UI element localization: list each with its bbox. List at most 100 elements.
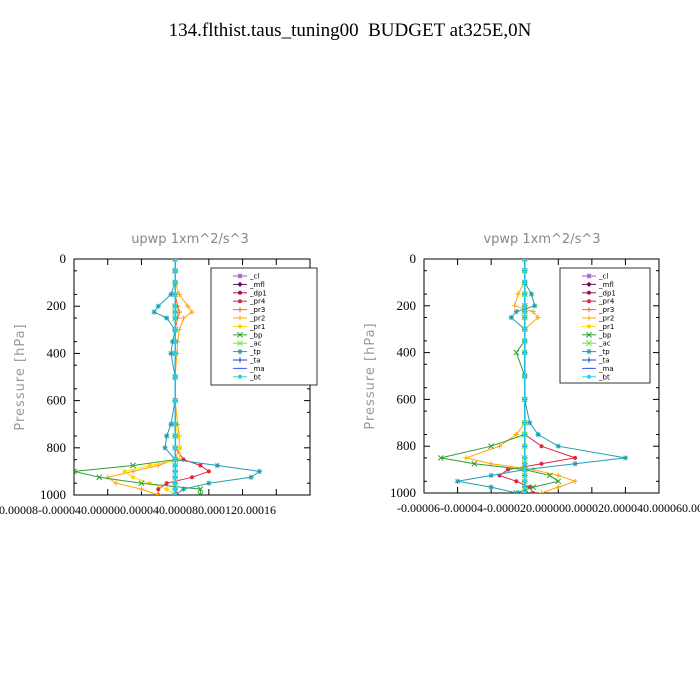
data-point bbox=[514, 479, 519, 484]
page-title: 134.flthist.taus_tuning00 BUDGET at325E,… bbox=[168, 20, 532, 41]
data-point bbox=[173, 457, 178, 462]
data-point bbox=[471, 460, 478, 467]
data-point bbox=[214, 462, 220, 469]
x-tick-labels: -0.00006-0.00004-0.000020.000000.000020.… bbox=[397, 501, 700, 515]
data-point bbox=[522, 397, 527, 402]
legend-label: _ma bbox=[598, 365, 614, 373]
legend-marker bbox=[238, 374, 242, 379]
data-point bbox=[173, 469, 178, 474]
data-point bbox=[546, 472, 553, 479]
panel-title: vpwp 1xm^2/s^3 bbox=[483, 232, 600, 247]
data-point bbox=[522, 338, 527, 343]
y-tick-label: 800 bbox=[47, 440, 67, 455]
legend-marker bbox=[237, 331, 243, 338]
y-tick-label: 1000 bbox=[40, 487, 66, 502]
legend-marker bbox=[586, 281, 592, 287]
legend-marker bbox=[237, 349, 243, 355]
legend-item: _bp bbox=[582, 331, 612, 339]
legend-label: _pr2 bbox=[598, 315, 614, 323]
data-point bbox=[512, 303, 518, 309]
legend-label: _pr2 bbox=[249, 315, 265, 323]
data-point bbox=[522, 491, 527, 493]
y-tick-label: 600 bbox=[397, 391, 417, 406]
data-point bbox=[173, 351, 178, 356]
legend-marker bbox=[237, 273, 243, 279]
data-point bbox=[555, 472, 561, 479]
data-point bbox=[248, 474, 254, 480]
legend-item: _bt bbox=[233, 373, 261, 381]
legend-label: _ac bbox=[249, 340, 262, 348]
data-point bbox=[122, 469, 127, 474]
data-point bbox=[513, 490, 519, 493]
data-point bbox=[528, 291, 535, 297]
data-point bbox=[535, 314, 541, 321]
legend-item: _tp bbox=[233, 348, 261, 356]
data-point bbox=[532, 303, 538, 309]
y-axis-label: Pressure [hPa] bbox=[13, 323, 28, 430]
panel-title: upwp 1xm^2/s^3 bbox=[131, 232, 249, 247]
data-point bbox=[164, 315, 170, 321]
data-point bbox=[176, 434, 181, 438]
data-point bbox=[164, 481, 169, 486]
legend-marker bbox=[238, 299, 242, 304]
legend-item: _dp1 bbox=[233, 289, 267, 297]
data-point bbox=[521, 490, 528, 493]
legend-item: _bp bbox=[233, 331, 263, 339]
legend-label: _pr1 bbox=[249, 323, 265, 331]
legend-item: _tp bbox=[582, 348, 610, 356]
legend-label: _dp1 bbox=[598, 289, 616, 297]
legend-marker bbox=[237, 307, 243, 313]
legend-marker bbox=[586, 315, 592, 321]
data-point bbox=[539, 444, 544, 449]
data-point bbox=[488, 484, 494, 490]
data-point bbox=[573, 455, 578, 460]
data-point bbox=[197, 486, 204, 493]
data-point bbox=[522, 467, 527, 472]
data-point bbox=[173, 327, 178, 332]
plot-area bbox=[74, 259, 263, 495]
data-point bbox=[437, 454, 444, 461]
data-point bbox=[180, 486, 187, 492]
data-point bbox=[138, 480, 145, 487]
legend-label: _tp bbox=[598, 348, 610, 356]
data-point bbox=[173, 259, 178, 261]
legend-label: _ma bbox=[249, 365, 265, 373]
data-point bbox=[155, 492, 161, 495]
y-tick-label: 0 bbox=[60, 251, 67, 266]
series-bp bbox=[437, 259, 562, 493]
data-point bbox=[530, 484, 537, 491]
legend-marker bbox=[586, 340, 592, 347]
series-line bbox=[440, 259, 560, 493]
data-point bbox=[173, 304, 178, 309]
data-point bbox=[522, 485, 527, 490]
data-point bbox=[131, 475, 135, 480]
legend-item: _pr3 bbox=[233, 306, 265, 314]
data-point bbox=[622, 455, 629, 461]
data-point bbox=[173, 487, 178, 492]
data-point bbox=[535, 431, 541, 438]
data-point bbox=[162, 445, 168, 451]
legend-item: _mfl bbox=[582, 281, 614, 289]
legend-item: _cl bbox=[582, 273, 608, 281]
y-tick-label: 200 bbox=[397, 298, 417, 313]
legend-marker bbox=[237, 357, 243, 363]
data-point bbox=[168, 291, 174, 297]
legend-label: _pr4 bbox=[598, 298, 615, 306]
legend-marker bbox=[587, 324, 591, 329]
legend-label: _cl bbox=[249, 273, 259, 281]
data-point bbox=[173, 445, 178, 450]
data-point bbox=[522, 292, 527, 297]
series-bt bbox=[522, 259, 527, 493]
data-point bbox=[522, 315, 527, 320]
y-tick-label: 0 bbox=[410, 251, 417, 266]
data-point bbox=[180, 315, 187, 321]
legend-marker bbox=[586, 349, 592, 355]
y-tick-label: 200 bbox=[47, 298, 67, 313]
chart-panel-1: upwp 1xm^2/s^3 Pressure [hPa] 0 200 400 600 80… bbox=[0, 232, 318, 517]
data-point bbox=[522, 374, 527, 378]
legend-item: _pr2 bbox=[233, 315, 265, 323]
y-axis-label: Pressure [hPa] bbox=[363, 322, 378, 429]
data-point bbox=[522, 280, 527, 285]
data-point bbox=[496, 443, 503, 449]
